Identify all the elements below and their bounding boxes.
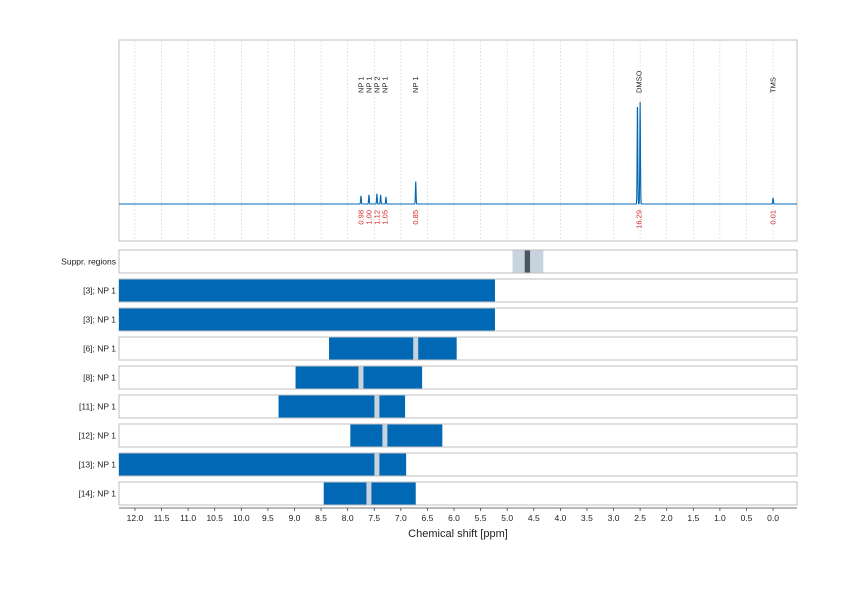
x-tick-label: 2.5	[634, 513, 646, 523]
region-row-label: [12]; NP 1	[78, 431, 116, 441]
region-row-frame	[118, 423, 798, 448]
region-row-label: [3]; NP 1	[83, 286, 116, 296]
region-bar	[350, 424, 443, 447]
region-row-label: [6]; NP 1	[83, 344, 116, 354]
region-row-frame	[118, 365, 798, 390]
x-tick-label: 8.0	[342, 513, 354, 523]
x-tick-label: 7.0	[395, 513, 407, 523]
x-tick-label: 0.5	[741, 513, 753, 523]
region-gap	[358, 366, 364, 389]
integral-value: 0.85	[411, 210, 420, 225]
integral-value: 1.12	[372, 210, 381, 225]
region-row-label: [13]; NP 1	[78, 460, 116, 470]
region-gap	[374, 453, 380, 476]
x-tick-label: 9.0	[289, 513, 301, 523]
x-tick-label: 10.5	[206, 513, 223, 523]
region-gap	[413, 337, 419, 360]
x-tick-label: 6.0	[448, 513, 460, 523]
region-bar	[119, 308, 495, 331]
peak-annotation-label: NP 1	[411, 76, 420, 93]
x-tick-label: 0.0	[767, 513, 779, 523]
suppr-row-label: Suppr. regions	[61, 257, 116, 267]
region-bar	[119, 453, 407, 476]
x-axis: 12.0 11.5 11.0 10.5 10.0 9.5 9.0 8.5 8.0 7.5 7.0 6.…	[119, 507, 797, 523]
x-tick-label: 6.5	[422, 513, 434, 523]
x-tick-label: 1.0	[714, 513, 726, 523]
x-axis-title: Chemical shift [ppm]	[408, 528, 508, 540]
region-bar	[119, 279, 495, 302]
x-tick-label: 3.5	[581, 513, 593, 523]
x-tick-label: 4.5	[528, 513, 540, 523]
peak-annotation-label: TMS	[769, 77, 778, 93]
x-tick-label: 5.5	[475, 513, 487, 523]
x-tick-label: 11.5	[154, 513, 170, 523]
region-row-frame	[118, 481, 798, 506]
integral-value: 0.98	[356, 210, 365, 225]
region-row-frame	[118, 336, 798, 361]
spectrum-layer: NP 1NP 1NP 2NP 1 NP 1 DMSO TMS0.981.001.121…	[119, 70, 797, 229]
peak-annotation-label: NP 1	[364, 76, 373, 93]
peak-annotation-label: NP 2	[372, 76, 381, 93]
integral-value: 1.00	[364, 210, 373, 225]
x-tick-label: 12.0	[127, 513, 144, 523]
grid-lines	[134, 41, 774, 240]
x-tick-label: 1.5	[687, 513, 699, 523]
spectrum-trace	[119, 101, 797, 205]
x-tick-label: 5.0	[501, 513, 513, 523]
region-row-label: [8]; NP 1	[83, 373, 116, 383]
x-tick-label: 3.0	[608, 513, 620, 523]
region-gap	[374, 395, 380, 418]
integral-value: 0.01	[769, 210, 778, 225]
x-tick-label: 7.5	[368, 513, 380, 523]
integral-value: 16.29	[635, 210, 644, 229]
region-row-label: [11]; NP 1	[79, 402, 116, 412]
region-bar	[329, 337, 457, 360]
suppr-region-inner	[524, 250, 531, 273]
region-gap	[382, 424, 388, 447]
region-row-label: [14]; NP 1	[78, 489, 116, 499]
suppr-row-frame	[118, 249, 798, 274]
integral-value: 1.05	[380, 210, 389, 225]
x-tick-label: 9.5	[262, 513, 274, 523]
peak-annotation-label: NP 1	[380, 76, 389, 93]
region-bar	[278, 395, 406, 418]
region-row-frame	[118, 394, 798, 419]
peak-annotation-label: NP 1	[356, 76, 365, 93]
region-rows: Suppr. regions [3]; NP 1 [3]; NP 1 [6]; NP …	[61, 249, 798, 506]
x-tick-label: 8.5	[315, 513, 327, 523]
x-tick-label: 4.0	[554, 513, 566, 523]
peak-annotation-label: DMSO	[635, 70, 644, 93]
region-row-label: [3]; NP 1	[83, 315, 116, 325]
spectrum-frame	[118, 39, 798, 242]
x-tick-label: 2.0	[661, 513, 673, 523]
x-tick-label: 11.0	[180, 513, 196, 523]
region-gap	[366, 482, 372, 505]
x-tick-label: 10.0	[233, 513, 250, 523]
